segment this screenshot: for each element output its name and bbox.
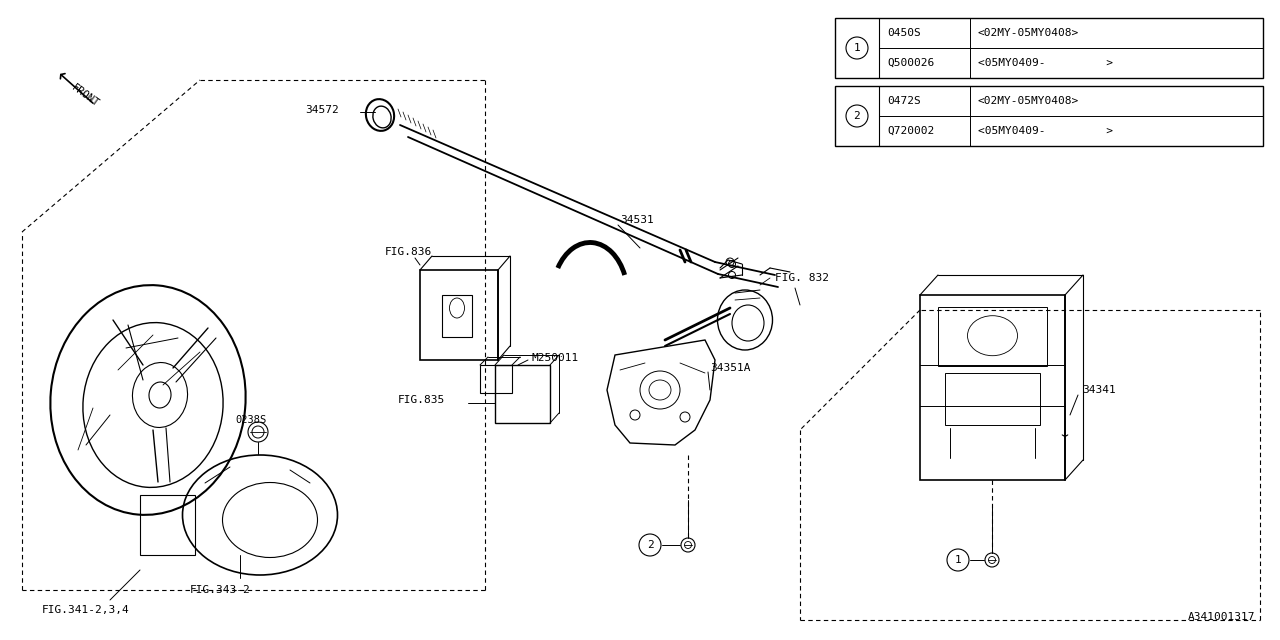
Bar [495, 365, 550, 423]
Text: 0238S: 0238S [236, 415, 266, 425]
Bar [140, 495, 195, 555]
Text: <02MY-05MY0408>: <02MY-05MY0408> [978, 28, 1079, 38]
Text: 34341: 34341 [1082, 385, 1116, 395]
Text: 1: 1 [955, 555, 961, 565]
Text: 0472S: 0472S [887, 96, 920, 106]
Bar [920, 295, 1065, 480]
Text: FRONT: FRONT [70, 83, 101, 109]
Bar [938, 307, 1047, 366]
Text: 0450S: 0450S [887, 28, 920, 38]
Bar [442, 295, 472, 337]
Text: M250011: M250011 [532, 353, 580, 363]
Text: FIG.343-2: FIG.343-2 [189, 585, 251, 595]
Text: FIG.835: FIG.835 [398, 395, 445, 405]
Bar [835, 18, 1263, 78]
Text: <02MY-05MY0408>: <02MY-05MY0408> [978, 96, 1079, 106]
Text: 2: 2 [854, 111, 860, 121]
Text: FIG. 832: FIG. 832 [774, 273, 829, 283]
Text: 34572: 34572 [305, 105, 339, 115]
Text: 1: 1 [854, 43, 860, 53]
Text: Q720002: Q720002 [887, 126, 934, 136]
Text: FIG.341-2,3,4: FIG.341-2,3,4 [42, 605, 129, 615]
Text: <05MY0409-         >: <05MY0409- > [978, 58, 1114, 68]
Bar [420, 270, 498, 360]
Text: 34351A: 34351A [710, 363, 750, 373]
Text: <05MY0409-         >: <05MY0409- > [978, 126, 1114, 136]
Text: 34531: 34531 [620, 215, 654, 225]
Bar [480, 365, 512, 393]
Text: A341001317: A341001317 [1188, 612, 1254, 622]
Bar [835, 86, 1263, 146]
Text: Q500026: Q500026 [887, 58, 934, 68]
Text: FIG.836: FIG.836 [385, 247, 433, 257]
Bar [945, 372, 1039, 424]
Text: 2: 2 [646, 540, 653, 550]
